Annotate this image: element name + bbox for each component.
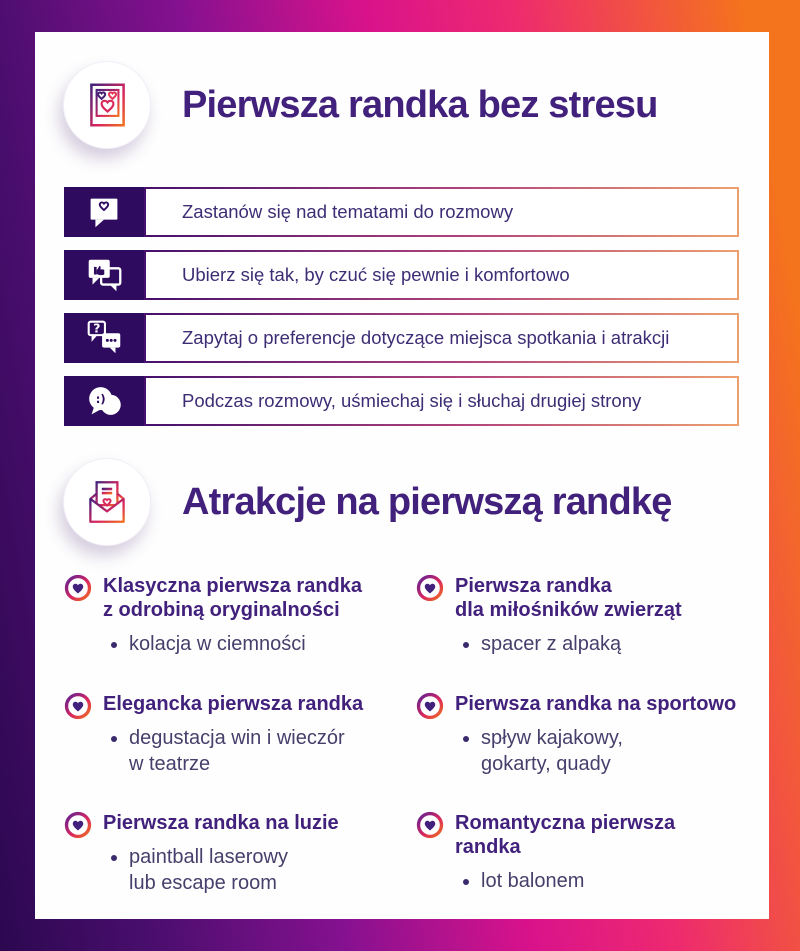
tip-row: ? Zapytaj o preferencje dotyczące miejsc…: [64, 313, 739, 363]
section-title: Atrakcje na pierwszą randkę: [182, 480, 672, 523]
tip-text: Podczas rozmowy, uśmiechaj się i słuchaj…: [182, 390, 642, 411]
attraction-bullet: lot balonem: [481, 869, 742, 895]
tip-row: Ubierz się tak, by czuć się pewnie i kom…: [64, 250, 739, 300]
photo-frame-hearts-icon: [90, 83, 125, 127]
tip-icon-box: ?: [64, 313, 144, 363]
attraction-bullets: spacer z alpaką: [455, 632, 682, 658]
tips-list: Zastanów się nad tematami do rozmowy Ub: [64, 187, 739, 439]
thumbs-up-chat-icon: [88, 259, 122, 292]
attraction-bullet: degustacja win i wieczór w teatrze: [129, 726, 363, 777]
attraction-item: Klasyczna pierwsza randka z odrobiną ory…: [64, 574, 416, 692]
attraction-bullets: degustacja win i wieczór w teatrze: [103, 726, 363, 777]
tip-icon-box: :): [64, 376, 144, 426]
section-header-attractions: Atrakcje na pierwszą randkę: [63, 458, 672, 546]
attraction-bullet: paintball laserowy lub escape room: [129, 845, 339, 896]
svg-text::): :): [96, 392, 106, 406]
attractions-grid: Klasyczna pierwsza randka z odrobiną ory…: [64, 574, 742, 896]
heart-chat-icon: [90, 198, 118, 228]
tip-icon-box: [64, 187, 144, 237]
attraction-title: Romantyczna pierwsza randka: [455, 812, 676, 858]
heart-ring-icon: [416, 574, 444, 602]
attraction-item: Elegancka pierwsza randka degustacja win…: [64, 692, 416, 811]
attraction-bullet: spływ kajakowy, gokarty, quady: [481, 726, 736, 777]
tip-text: Zastanów się nad tematami do rozmowy: [182, 201, 514, 222]
attraction-bullets: lot balonem: [455, 869, 742, 895]
heart-ring-icon: [64, 811, 92, 839]
smiley-chat-icon: :): [89, 387, 121, 415]
attraction-item: Romantyczna pierwsza randka lot balonem: [416, 811, 742, 896]
attraction-item: Pierwsza randka dla miłośników zwierząt …: [416, 574, 742, 692]
attraction-item: Pierwsza randka na luzie paintball laser…: [64, 811, 416, 896]
section-title: Pierwsza randka bez stresu: [182, 83, 658, 126]
svg-text:?: ?: [93, 321, 100, 336]
love-letter-badge: [63, 458, 151, 546]
tip-text: Zapytaj o preferencje dotyczące miejsca …: [182, 327, 670, 348]
attraction-bullet: kolacja w ciemności: [129, 632, 362, 658]
tip-text-box: Zapytaj o preferencje dotyczące miejsca …: [144, 313, 739, 363]
section-header-first-date: Pierwsza randka bez stresu: [63, 61, 658, 149]
attraction-title: Pierwsza randka na sportowo: [455, 693, 737, 715]
attraction-title: Klasyczna pierwsza randka z odrobiną ory…: [103, 575, 363, 621]
attraction-title: Pierwsza randka dla miłośników zwierząt: [455, 575, 682, 621]
tip-text-box: Ubierz się tak, by czuć się pewnie i kom…: [144, 250, 739, 300]
attraction-bullets: spływ kajakowy, gokarty, quady: [455, 726, 736, 777]
attraction-title: Elegancka pierwsza randka: [103, 693, 364, 715]
heart-ring-icon: [416, 811, 444, 839]
attraction-item: Pierwsza randka na sportowo spływ kajako…: [416, 692, 742, 811]
tip-text-box: Podczas rozmowy, uśmiechaj się i słuchaj…: [144, 376, 739, 426]
love-letter-icon: [89, 481, 125, 523]
question-chat-icon: ?: [87, 320, 121, 354]
photo-frame-hearts-badge: [63, 61, 151, 149]
attraction-bullet: spacer z alpaką: [481, 632, 682, 658]
tip-row: :) Podczas rozmowy, uśmiechaj się i słuc…: [64, 376, 739, 426]
attraction-bullets: kolacja w ciemności: [103, 632, 362, 658]
attraction-title: Pierwsza randka na luzie: [103, 812, 339, 834]
attraction-bullets: paintball laserowy lub escape room: [103, 845, 339, 896]
heart-ring-icon: [64, 692, 92, 720]
tip-row: Zastanów się nad tematami do rozmowy: [64, 187, 739, 237]
content-card: Pierwsza randka bez stresu Zastanów się …: [35, 32, 769, 919]
tip-text-box: Zastanów się nad tematami do rozmowy: [144, 187, 739, 237]
tip-text: Ubierz się tak, by czuć się pewnie i kom…: [182, 264, 570, 285]
heart-ring-icon: [416, 692, 444, 720]
heart-ring-icon: [64, 574, 92, 602]
tip-icon-box: [64, 250, 144, 300]
